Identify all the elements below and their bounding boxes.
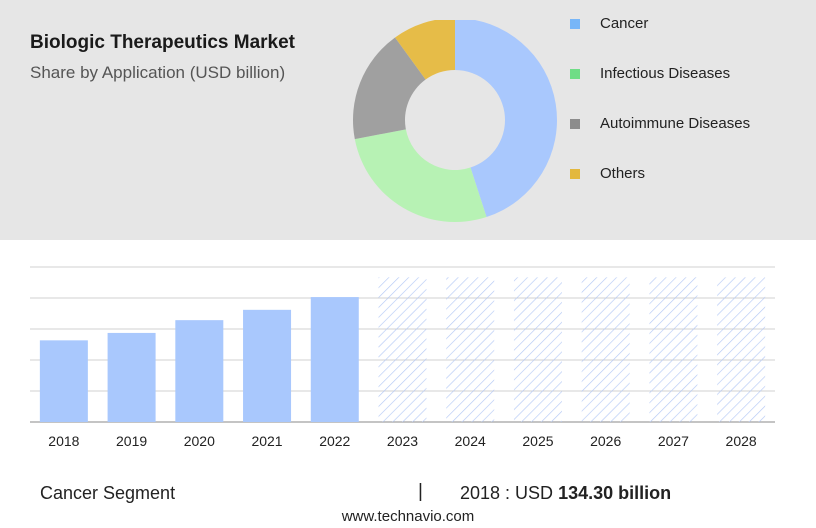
- website-link[interactable]: www.technavio.com: [341, 508, 475, 525]
- x-tick-label: 2023: [387, 433, 418, 449]
- donut-slice-others: [395, 20, 455, 80]
- bar-chart: 2018 2019 2020 2021 2022 2023 2024 2025 2026 2027…: [30, 266, 775, 449]
- x-tick-label: 2018: [48, 433, 79, 449]
- bar-2019: [107, 332, 156, 422]
- bar-2022: [310, 297, 359, 422]
- bar-2020: [175, 320, 224, 422]
- legend-label: Autoimmune Diseases: [600, 115, 751, 132]
- legend-swatch: [570, 119, 580, 129]
- x-tick-label: 2021: [251, 433, 282, 449]
- legend-swatch: [570, 169, 580, 179]
- x-tick-label: 2025: [522, 433, 553, 449]
- bar-2028: [717, 277, 766, 422]
- bar-2024: [446, 277, 495, 422]
- x-tick-label: 2028: [726, 433, 757, 449]
- bar-2026: [581, 277, 630, 422]
- page-title: Biologic Therapeutics Market: [30, 32, 296, 53]
- x-tick-label: 2020: [184, 433, 215, 449]
- bar-2023: [378, 277, 427, 422]
- segment-stat: 2018 : USD 134.30 billion: [460, 483, 671, 504]
- bar-2027: [649, 277, 698, 422]
- bar-2021: [243, 309, 292, 422]
- legend-label: Infectious Diseases: [600, 65, 731, 82]
- x-tick-label: 2026: [590, 433, 621, 449]
- legend-label: Cancer: [600, 15, 649, 32]
- x-tick-label: 2024: [455, 433, 486, 449]
- bar-2025: [513, 277, 562, 422]
- legend-label: Others: [600, 165, 646, 182]
- stat-prefix: 2018 : USD: [460, 483, 554, 503]
- x-tick-label: 2027: [658, 433, 689, 449]
- legend-swatch: [570, 19, 580, 29]
- legend-swatch: [570, 69, 580, 79]
- page-subtitle: Share by Application (USD billion): [30, 63, 286, 82]
- x-tick-label: 2019: [116, 433, 147, 449]
- donut-chart: [353, 20, 557, 222]
- donut-slice-autoimmune-diseases: [353, 37, 426, 140]
- stat-value: 134.30 billion: [558, 483, 672, 503]
- donut-slice-infectious-diseases: [354, 129, 487, 222]
- footer-separator: |: [418, 481, 423, 502]
- x-tick-label: 2022: [319, 433, 350, 449]
- segment-label: Cancer Segment: [40, 483, 176, 503]
- donut-slice-cancer: [455, 20, 557, 218]
- bar-2018: [39, 340, 88, 422]
